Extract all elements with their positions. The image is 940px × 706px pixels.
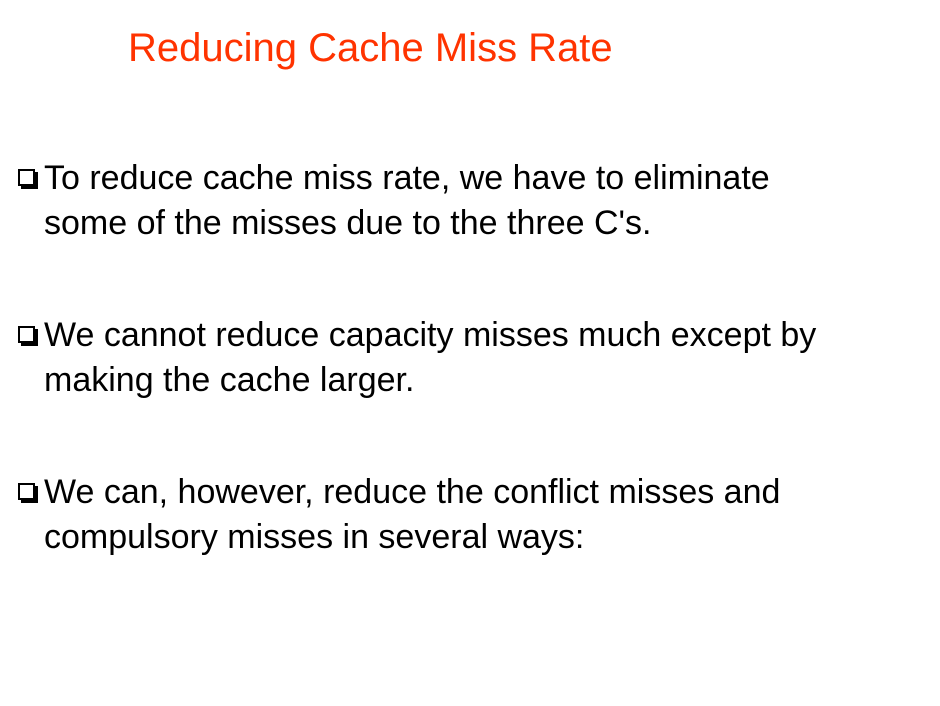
bullet-text-line2: making the cache larger. bbox=[44, 361, 415, 399]
bullet-text-line1: To reduce cache miss rate, we have to el… bbox=[44, 159, 770, 197]
hollow-square-bullet-icon bbox=[18, 326, 35, 343]
bullet-text-line1: We cannot reduce capacity misses much ex… bbox=[44, 316, 817, 354]
bullet-item: We can, however, reduce the conflict mis… bbox=[18, 470, 938, 560]
hollow-square-bullet-icon bbox=[18, 483, 35, 500]
bullet-text-line2: some of the misses due to the three C's. bbox=[44, 204, 652, 242]
bullet-item: We cannot reduce capacity misses much ex… bbox=[18, 313, 938, 403]
bullet-list: To reduce cache miss rate, we have to el… bbox=[18, 156, 938, 627]
slide-title: Reducing Cache Miss Rate bbox=[128, 26, 613, 70]
hollow-square-bullet-icon bbox=[18, 169, 35, 186]
bullet-item: To reduce cache miss rate, we have to el… bbox=[18, 156, 938, 246]
bullet-text-line2: compulsory misses in several ways: bbox=[44, 518, 585, 556]
bullet-text-line1: We can, however, reduce the conflict mis… bbox=[44, 473, 781, 511]
